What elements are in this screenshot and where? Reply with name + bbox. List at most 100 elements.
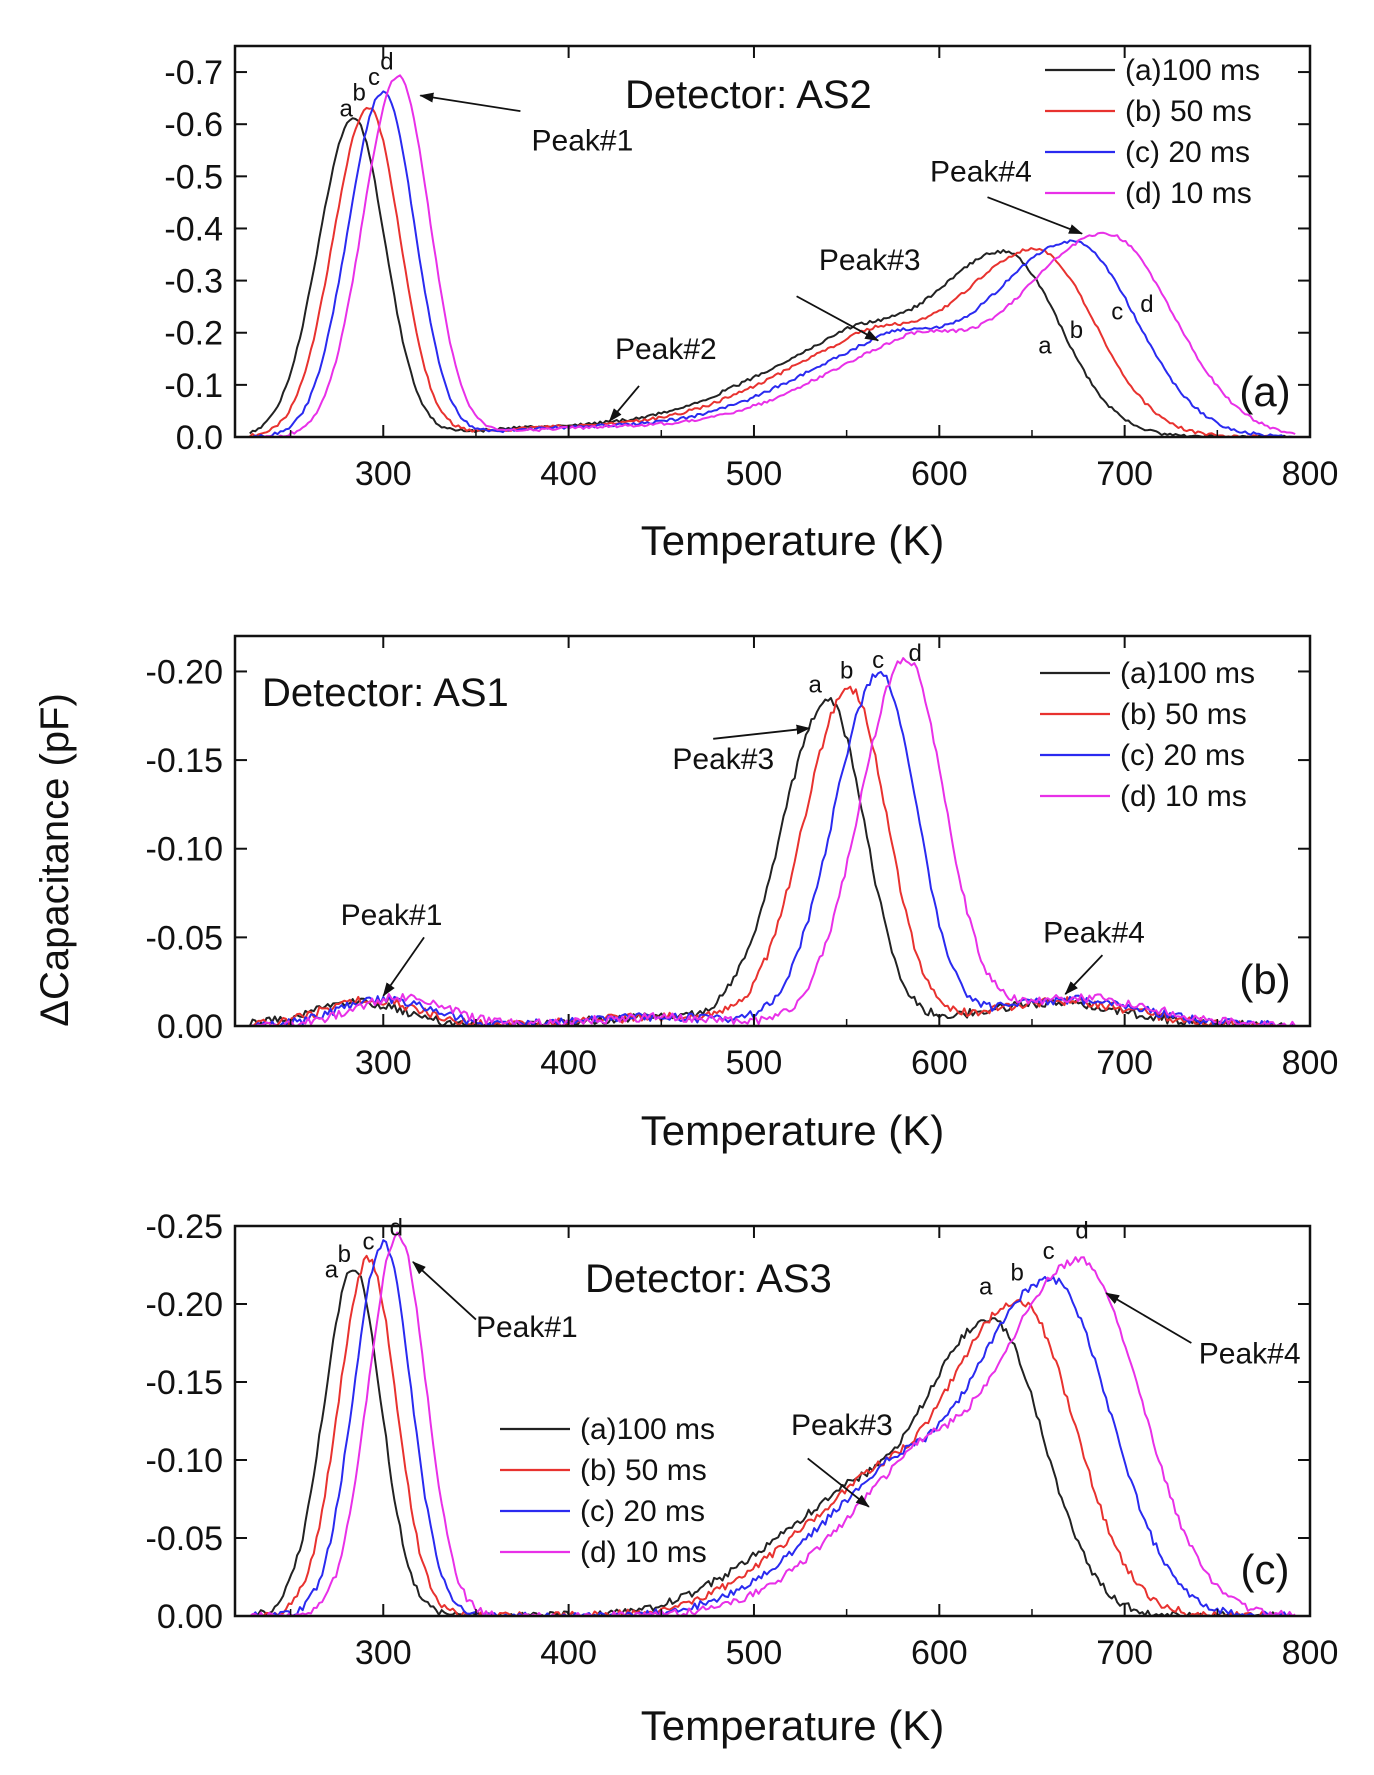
annotation-arrow [713,724,811,740]
curve-label: d [909,640,922,667]
x-tick-label: 700 [1096,455,1153,493]
legend: (a)100 ms (b) 50 ms (c) 20 ms (d) 10 ms [1045,54,1260,210]
annotation-arrow [987,196,1083,235]
plot-frame [233,44,1312,439]
y-tick-label: -0.1 [164,367,223,405]
y-tick-label: -0.7 [164,54,223,92]
x-tick-label: 500 [726,1044,783,1082]
y-tick-label: -0.10 [146,831,224,869]
series-line-c [249,1239,1296,1616]
annotation-label: Peak#3 [672,743,774,776]
x-tick-label: 400 [540,1044,597,1082]
x-tick-label: 700 [1096,1044,1153,1082]
annotation-arrow [412,1261,477,1321]
legend-entry: (c) 20 ms [580,1495,705,1528]
curve-label: c [1043,1238,1055,1265]
curve-label: a [325,1256,339,1283]
x-tick-label: 300 [355,1044,412,1082]
y-tick-label: -0.10 [146,1442,224,1480]
y-tick-label: -0.6 [164,106,223,144]
y-tick-label: -0.15 [146,742,224,780]
curve-label: b [1070,317,1083,344]
panel-label: (b) [1239,956,1290,1003]
curve-label: d [1140,291,1153,318]
y-tick-label: -0.5 [164,158,223,196]
series-line-d [249,657,1297,1026]
series-line-b [249,1254,1296,1616]
legend-entry: (b) 50 ms [1120,698,1247,731]
annotation-label: Peak#3 [791,1409,893,1442]
x-tick-label: 600 [911,1634,968,1672]
x-tick-label: 500 [726,1634,783,1672]
x-tick-label: 800 [1282,1634,1339,1672]
curve-label: c [872,647,884,674]
legend-entry: (d) 10 ms [580,1536,707,1569]
panel-label: (a) [1239,368,1290,415]
y-tick-label: -0.2 [164,315,223,353]
annotation-label: Peak#1 [476,1311,578,1344]
legend-entry: (d) 10 ms [1125,177,1252,210]
panel-c: 300 400 500 600 700 800 0.00 -0.05 -0.10 -0.15 -0.… [146,1208,1339,1749]
series-line-b [249,106,1296,437]
chart-title: Detector: AS1 [262,671,509,715]
chart-title: Detector: AS2 [625,73,872,117]
y-tick-label: -0.05 [146,919,224,957]
x-axis-label: Temperature (K) [641,1107,944,1154]
legend-entry: (b) 50 ms [1125,95,1252,128]
annotation-arrow [608,385,640,423]
plot-frame [233,634,1312,1028]
legend-entry: (b) 50 ms [580,1454,707,1487]
y-tick-label: -0.20 [146,653,224,691]
y-tick-label: -0.05 [146,1520,224,1558]
annotation-label: Peak#4 [1199,1337,1301,1370]
curve-label: c [362,1228,374,1255]
series-line-b [249,685,1296,1026]
annotation-arrow [1105,1292,1192,1344]
x-tick-label: 600 [911,1044,968,1082]
annotation-label: Peak#2 [615,333,717,366]
chart-title: Detector: AS3 [585,1257,832,1301]
curve-label: a [808,672,822,699]
legend: (a)100 ms (b) 50 ms (c) 20 ms (d) 10 ms [1040,657,1255,813]
series-group [249,1231,1296,1616]
annotation-label: Peak#3 [819,244,921,277]
x-tick-label: 300 [355,455,412,493]
x-tick-label: 400 [540,1634,597,1672]
annotation-label: Peak#4 [1043,917,1145,950]
curve-label: b [1010,1260,1023,1287]
legend-entry: (c) 20 ms [1125,136,1250,169]
annotation-arrow [796,295,880,342]
series-group [248,657,1297,1026]
annotation-arrow [382,936,425,997]
series-line-d [249,74,1296,437]
y-tick-label: 0.00 [157,1598,223,1636]
x-tick-label: 500 [726,455,783,493]
y-tick-label: -0.4 [164,210,223,248]
legend-entry: (c) 20 ms [1120,739,1245,772]
x-tick-label: 800 [1282,1044,1339,1082]
curve-label: d [380,48,393,75]
x-tick-label: 600 [911,455,968,493]
curve-label: a [979,1274,993,1301]
y-tick-label: -0.20 [146,1286,224,1324]
legend-entry: (a)100 ms [1125,54,1260,87]
annotation-label: Peak#1 [532,124,634,157]
curve-label: a [340,95,354,122]
x-axis-label: Temperature (K) [641,1702,944,1749]
curve-label: d [1075,1217,1088,1244]
y-tick-label: -0.25 [146,1208,224,1246]
curve-label: a [1038,333,1052,360]
annotation-label: Peak#4 [930,156,1032,189]
legend-entry: (a)100 ms [580,1413,715,1446]
series-line-c [249,90,1296,437]
y-tick-label: 0.00 [157,1008,223,1046]
panel-a: 300 400 500 600 700 800 0.0 -0.1 -0.2 -0.3 -0.4 -0.… [164,44,1338,564]
series-line-a [249,1269,1296,1616]
curve-label: b [353,80,366,107]
annotation-label: Peak#1 [341,899,443,932]
x-tick-label: 300 [355,1634,412,1672]
x-tick-label: 700 [1096,1634,1153,1672]
legend-entry: (d) 10 ms [1120,780,1247,813]
series-group [249,74,1296,437]
